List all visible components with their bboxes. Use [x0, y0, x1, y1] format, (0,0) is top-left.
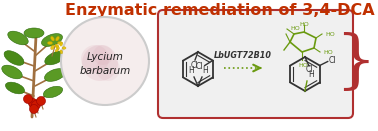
Text: HO: HO: [298, 63, 308, 68]
Ellipse shape: [57, 42, 62, 45]
Ellipse shape: [56, 45, 59, 50]
Ellipse shape: [4, 51, 24, 65]
Ellipse shape: [45, 51, 65, 65]
Circle shape: [31, 100, 40, 110]
Ellipse shape: [51, 45, 54, 50]
Circle shape: [23, 94, 33, 103]
Text: Cl: Cl: [190, 61, 198, 70]
Ellipse shape: [2, 65, 22, 79]
Text: Enzymatic remediation of 3,4-DCA: Enzymatic remediation of 3,4-DCA: [65, 3, 375, 18]
Ellipse shape: [43, 86, 63, 98]
Ellipse shape: [51, 36, 54, 41]
Text: HO: HO: [325, 31, 335, 37]
Text: }: }: [335, 32, 375, 94]
Circle shape: [81, 45, 109, 73]
Ellipse shape: [24, 28, 44, 38]
Circle shape: [29, 105, 39, 113]
Circle shape: [93, 45, 113, 65]
Ellipse shape: [48, 42, 53, 45]
Ellipse shape: [60, 50, 63, 54]
Ellipse shape: [5, 82, 25, 94]
Ellipse shape: [55, 49, 59, 52]
Text: H: H: [188, 66, 194, 75]
Text: HO: HO: [290, 26, 300, 31]
Ellipse shape: [42, 34, 62, 46]
Circle shape: [82, 45, 118, 81]
Circle shape: [37, 97, 45, 105]
Text: Cl: Cl: [196, 62, 203, 71]
Ellipse shape: [62, 47, 66, 49]
Circle shape: [96, 57, 120, 81]
Text: LbUGT72B10: LbUGT72B10: [214, 51, 272, 60]
Ellipse shape: [8, 31, 28, 45]
Text: Cl: Cl: [305, 66, 313, 75]
Text: Lycium
barbarum: Lycium barbarum: [79, 52, 131, 76]
Text: HO: HO: [299, 23, 309, 28]
Ellipse shape: [55, 44, 59, 47]
Circle shape: [28, 99, 37, 108]
Circle shape: [61, 17, 149, 105]
Text: Cl: Cl: [329, 56, 336, 65]
FancyBboxPatch shape: [158, 10, 353, 118]
Ellipse shape: [45, 69, 65, 81]
Ellipse shape: [56, 36, 59, 41]
Text: H: H: [308, 70, 314, 79]
Ellipse shape: [60, 42, 63, 46]
Text: HO: HO: [323, 50, 333, 54]
Text: H: H: [202, 66, 208, 75]
